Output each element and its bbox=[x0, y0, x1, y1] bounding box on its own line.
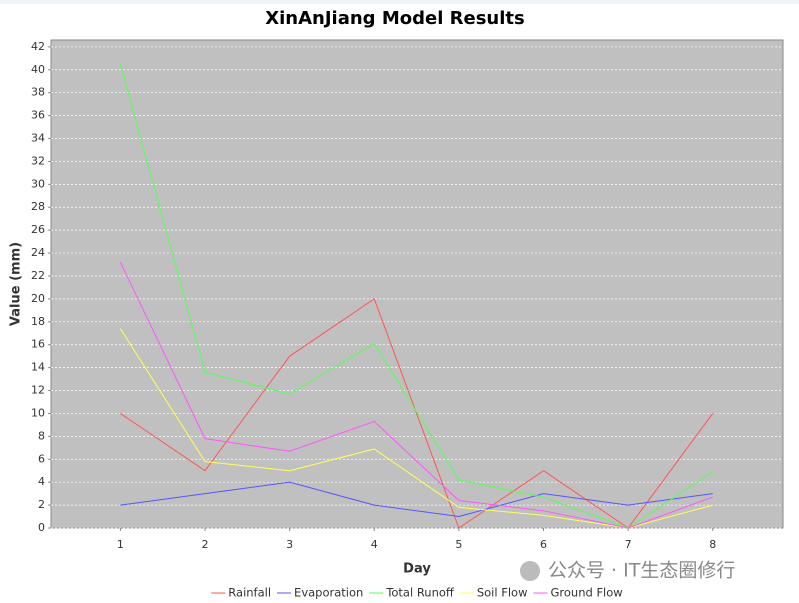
x-tick-label: 5 bbox=[455, 538, 462, 551]
legend-label: Ground Flow bbox=[550, 586, 622, 600]
top-strip bbox=[0, 0, 799, 4]
legend-label: Total Runoff bbox=[385, 586, 455, 600]
y-tick-label: 40 bbox=[31, 63, 45, 76]
x-tick-label: 6 bbox=[540, 538, 547, 551]
legend: Rainfall Evaporation Total Runoff Soil Flow… bbox=[211, 586, 623, 600]
y-tick-label: 8 bbox=[38, 429, 45, 442]
y-tick-label: 0 bbox=[38, 521, 45, 534]
y-tick-label: 4 bbox=[38, 475, 45, 488]
y-tick-label: 16 bbox=[31, 338, 45, 351]
series-line bbox=[120, 481, 713, 518]
watermark: 公众号 · IT生态圈修行 bbox=[548, 560, 735, 582]
x-tick-label: 2 bbox=[202, 538, 209, 551]
y-tick-label: 10 bbox=[31, 406, 45, 419]
x-tick-label: 1 bbox=[117, 538, 124, 551]
y-tick-label: 32 bbox=[31, 154, 45, 167]
x-tick-label: 7 bbox=[625, 538, 632, 551]
y-tick-label: 22 bbox=[31, 269, 45, 282]
x-tick-label: 3 bbox=[286, 538, 293, 551]
legend-label: Rainfall bbox=[228, 586, 271, 600]
plot-area bbox=[50, 39, 784, 529]
y-tick-label: 36 bbox=[31, 109, 45, 122]
legend-label: Evaporation bbox=[294, 586, 363, 600]
y-tick-label: 24 bbox=[31, 246, 45, 259]
y-axis-label: Value (mm) bbox=[9, 242, 24, 326]
x-tick-label: 8 bbox=[709, 538, 716, 551]
y-tick-label: 12 bbox=[31, 384, 45, 397]
y-tick-label: 28 bbox=[31, 200, 45, 213]
x-axis-label: Day bbox=[403, 562, 431, 577]
y-tick-label: 42 bbox=[31, 40, 45, 53]
y-tick-label: 2 bbox=[38, 498, 45, 511]
y-tick-label: 20 bbox=[31, 292, 45, 305]
series-line bbox=[119, 262, 713, 529]
y-tick-label: 26 bbox=[31, 223, 45, 236]
y-tick-label: 18 bbox=[31, 315, 45, 328]
y-tick-label: 30 bbox=[31, 177, 45, 190]
y-tick-label: 38 bbox=[31, 86, 45, 99]
y-tick-label: 34 bbox=[31, 132, 45, 145]
series-line bbox=[120, 298, 714, 529]
x-tick-label: 4 bbox=[371, 538, 378, 551]
chart-title: XinAnJiang Model Results bbox=[265, 8, 524, 29]
watermark-icon bbox=[520, 561, 540, 581]
y-tick-label: 14 bbox=[31, 361, 45, 374]
legend-label: Soil Flow bbox=[477, 586, 528, 600]
series-line bbox=[119, 63, 714, 529]
y-tick-label: 6 bbox=[38, 452, 45, 465]
series-line bbox=[119, 328, 713, 529]
